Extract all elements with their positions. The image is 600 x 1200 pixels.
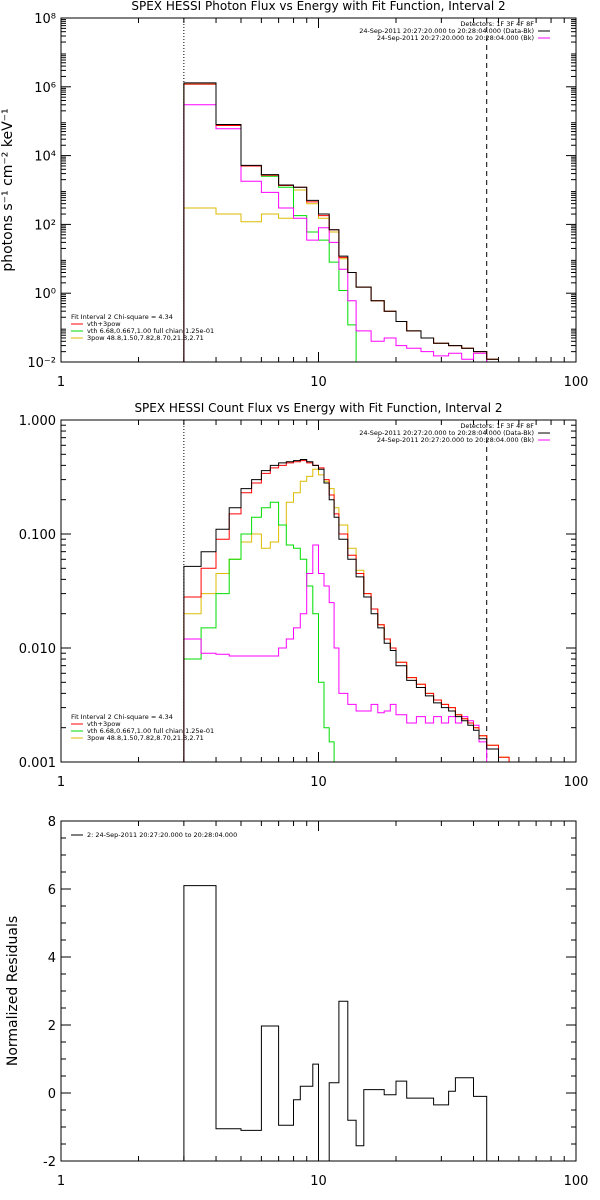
- y-tick-label: 0: [48, 1087, 56, 1102]
- series-histogram-line: [183, 885, 488, 1161]
- photon-flux-panel: SPEX HESSI Photon Flux vs Energy with Fi…: [0, 0, 588, 390]
- y-tick-label: 1.000: [19, 414, 56, 429]
- residuals-panel: Normalized Residuals 1 10 100 -2 0 2 4 6 8 2: 24-S…: [5, 815, 588, 1189]
- legend-left-label: vth+3pow: [87, 320, 121, 328]
- x-tick-label: 100: [564, 775, 589, 790]
- legend-left-label: 3pow 48.8,1.50,7.82,8.70,21.3,2.71: [87, 734, 204, 742]
- series-histogram-line: [183, 459, 519, 762]
- series-histogram-line: [183, 544, 519, 762]
- legend-right-label: 24-Sep-2011 20:27:20.000 to 20:28:04.000…: [377, 34, 534, 42]
- legend-left-label: vth 6.68,0.667,1.00 full chian 1.25e-01: [87, 327, 214, 335]
- plot-frame: [60, 17, 577, 363]
- legend-right-label: Detectors: 1F 3F 4F 8F: [460, 422, 534, 430]
- legend-right-label: 24-Sep-2011 20:27:20.000 to 20:28:04.000…: [359, 27, 534, 35]
- x-tick-label: 10: [310, 775, 327, 790]
- y-tick-label: 10⁸: [34, 12, 56, 27]
- y-tick-label: 0.010: [19, 642, 56, 657]
- y-tick-label: 10²: [34, 218, 56, 233]
- legend-left-label: vth+3pow: [87, 720, 121, 728]
- y-tick-label: 0.001: [19, 756, 56, 771]
- x-tick-label: 100: [564, 375, 589, 390]
- series-histogram-line: [183, 460, 519, 762]
- legend-left-label: vth 6.68,0.667,1.00 full chian 1.25e-01: [87, 727, 214, 735]
- legend-left-label: Fit Interval 2 Chi-square = 4.34: [71, 713, 173, 721]
- y-tick-label: 4: [48, 951, 56, 966]
- y-axis-label: Normalized Residuals: [5, 916, 21, 1066]
- y-tick-label: 10⁰: [34, 287, 56, 302]
- legend-right-label: 24-Sep-2011 20:27:20.000 to 20:28:04.000…: [377, 436, 534, 444]
- x-tick-label: 1: [57, 1174, 65, 1189]
- series-histogram-line: [183, 501, 519, 762]
- series-histogram-line: [183, 104, 499, 362]
- legend-right-label: 24-Sep-2011 20:27:20.000 to 20:28:04.000…: [359, 429, 534, 437]
- legend-left-label: 2: 24-Sep-2011 20:27:20.000 to 20:28:04.…: [87, 831, 237, 839]
- y-tick-label: 10⁻²: [27, 356, 56, 371]
- y-tick-label: 2: [48, 1019, 56, 1034]
- plot-frame: [60, 419, 577, 763]
- y-tick-label: 0.100: [19, 528, 56, 543]
- y-tick-label: 10⁶: [34, 81, 56, 96]
- series-histogram-line: [183, 189, 499, 362]
- series-histogram-line: [183, 83, 499, 362]
- y-tick-label: 8: [48, 815, 56, 830]
- legend-left-label: Fit Interval 2 Chi-square = 4.34: [71, 313, 173, 321]
- plot-frame: [60, 820, 577, 1162]
- x-tick-label: 100: [564, 1174, 589, 1189]
- x-tick-label: 1: [57, 375, 65, 390]
- series-histogram-line: [183, 82, 499, 362]
- legend-right-label: Detectors: 1F 3F 4F 8F: [460, 20, 534, 28]
- x-tick-label: 1: [57, 775, 65, 790]
- chart-title: SPEX HESSI Photon Flux vs Energy with Fi…: [131, 0, 505, 13]
- x-tick-label: 10: [310, 375, 327, 390]
- x-tick-label: 10: [310, 1174, 327, 1189]
- y-tick-label: -2: [43, 1155, 56, 1170]
- count-flux-panel: SPEX HESSI Count Flux vs Energy with Fit…: [19, 401, 589, 790]
- series-histogram-line: [183, 468, 519, 762]
- chart-title: SPEX HESSI Count Flux vs Energy with Fit…: [134, 401, 502, 415]
- legend-left-label: 3pow 48.8,1.50,7.82,8.70,21.3,2.71: [87, 334, 204, 342]
- y-tick-label: 10⁴: [34, 150, 56, 165]
- y-axis-label: photons s⁻¹ cm⁻² keV⁻¹: [0, 108, 16, 271]
- y-tick-label: 6: [48, 883, 56, 898]
